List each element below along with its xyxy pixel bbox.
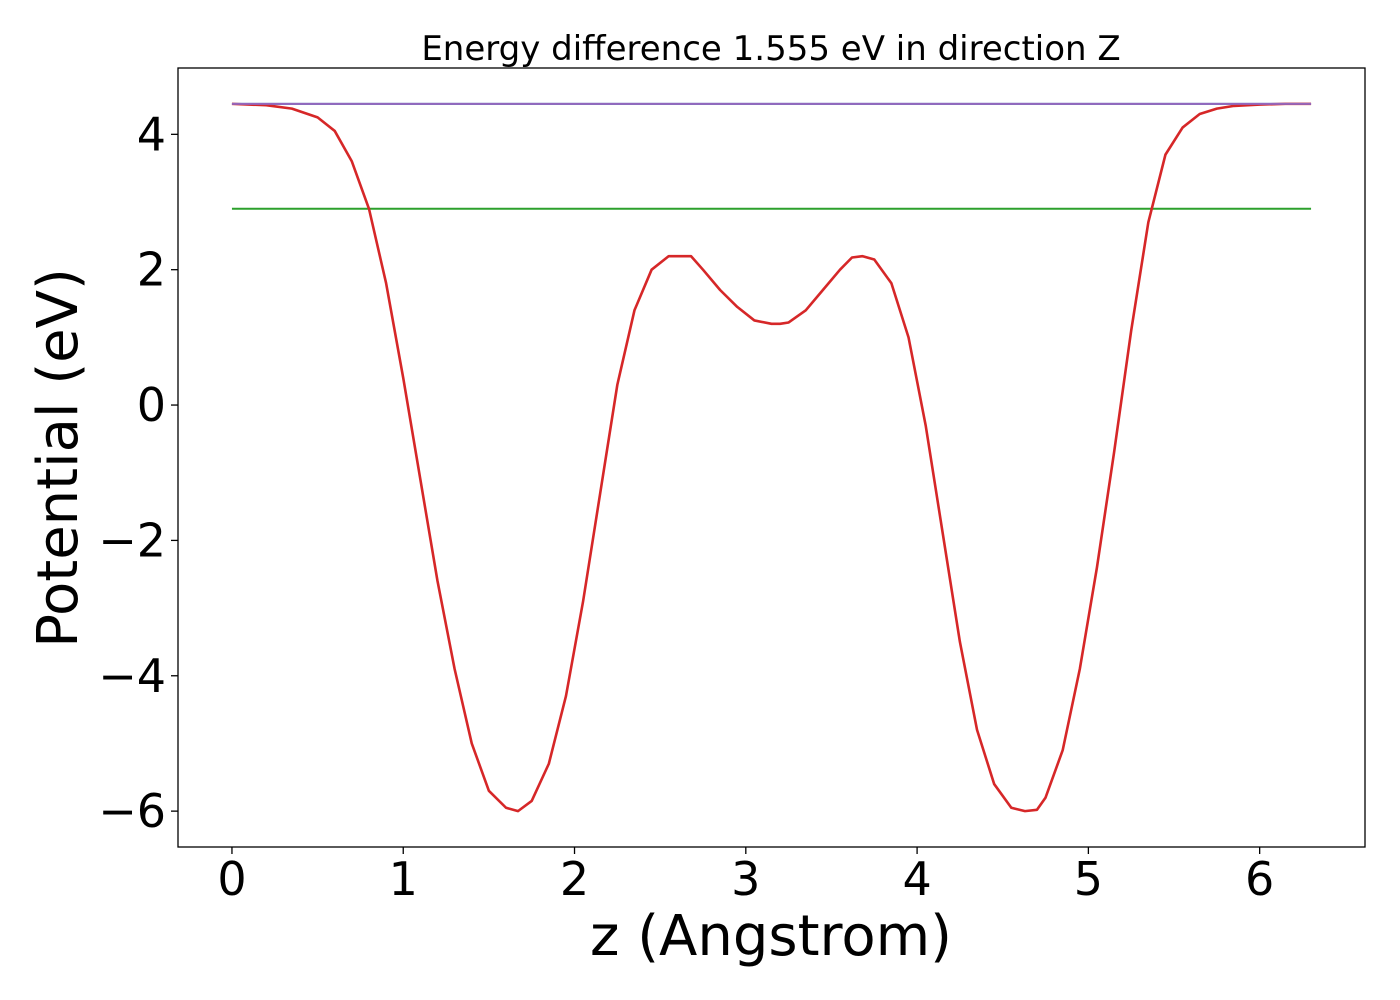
y-axis: −6 −4 −2 0 2 4 [98,107,178,838]
y-tick-label: −6 [98,784,166,838]
x-axis: 0 1 2 3 4 5 6 [217,847,1274,906]
plot-lines [231,102,1312,813]
y-tick-label: 4 [137,107,166,161]
y-axis-label: Potential (eV) [26,268,91,648]
x-tick-label: 4 [902,852,931,906]
y-tick-label: −2 [98,513,166,567]
y-tick-label: 0 [137,378,166,432]
series-line-2 [231,102,1312,813]
x-axis-label: z (Angstrom) [590,904,952,969]
y-tick-label: 2 [137,243,166,297]
y-tick-label: −4 [98,649,166,703]
x-tick-label: 2 [560,852,589,906]
plot-frame [177,67,1366,848]
chart-title: Energy difference 1.555 eV in direction … [421,29,1120,69]
x-tick-label: 1 [389,852,418,906]
x-tick-label: 6 [1245,852,1274,906]
x-tick-label: 0 [217,852,246,906]
x-tick-label: 5 [1074,852,1103,906]
x-tick-label: 3 [731,852,760,906]
